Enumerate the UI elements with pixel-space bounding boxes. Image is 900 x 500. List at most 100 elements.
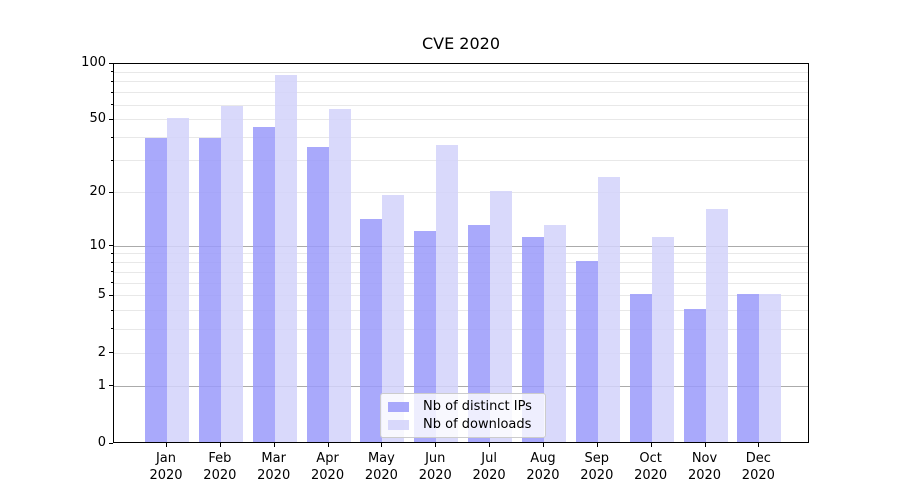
x-tick-mark (435, 443, 437, 447)
x-tick-label: Oct 2020 (634, 451, 668, 483)
y-minor-tick-mark (111, 252, 113, 254)
bar-downloads (436, 144, 459, 442)
y-tick-label: 20 (89, 184, 106, 200)
legend-swatch-distinct-ips (388, 401, 409, 412)
x-tick-label: Nov 2020 (687, 451, 722, 483)
bar-distinct-ips (521, 237, 544, 442)
legend-item-downloads: Nb of downloads (388, 417, 537, 432)
y-tick-label: 100 (81, 55, 106, 70)
y-minor-tick-mark (111, 80, 113, 82)
y-tick-label: 50 (89, 111, 106, 127)
minor-gridline (114, 71, 808, 73)
plot-area: Nb of distinct IPs Nb of downloads (113, 63, 809, 443)
x-tick-label: Jun 2020 (418, 451, 452, 483)
x-tick-label: Aug 2020 (526, 451, 560, 483)
x-tick-label: Apr 2020 (311, 451, 345, 483)
bar-distinct-ips (468, 224, 491, 442)
bar-distinct-ips (737, 294, 760, 442)
x-tick-label: Sep 2020 (580, 451, 614, 483)
y-tick-label: 1 (97, 377, 106, 393)
bar-downloads (274, 75, 297, 442)
y-minor-tick-mark (111, 309, 113, 311)
y-minor-tick-mark (111, 261, 113, 263)
minor-gridline (114, 262, 808, 264)
x-tick-mark (219, 443, 221, 447)
legend-swatch-downloads (388, 419, 409, 430)
x-tick-label: Jul 2020 (472, 451, 506, 483)
bar-downloads (328, 109, 351, 442)
legend-label-distinct-ips: Nb of distinct IPs (423, 399, 532, 414)
x-tick-mark (542, 443, 544, 447)
y-minor-tick-mark (111, 104, 113, 106)
minor-gridline (114, 310, 808, 312)
legend-label-downloads: Nb of downloads (423, 417, 532, 432)
major-gridline (114, 385, 808, 387)
bar-distinct-ips (198, 138, 221, 442)
bar-downloads (167, 118, 189, 442)
minor-gridline (114, 160, 808, 162)
x-tick-label: Dec 2020 (741, 451, 775, 483)
x-tick-label: Jan 2020 (149, 451, 183, 483)
y-tick-mark (109, 294, 113, 296)
y-minor-tick-mark (111, 282, 113, 284)
minor-gridline (114, 92, 808, 94)
y-tick-label: 2 (97, 344, 106, 360)
x-tick-label: May 2020 (364, 451, 398, 483)
x-tick-label: Mar 2020 (257, 451, 291, 483)
bar-distinct-ips (252, 126, 275, 442)
y-minor-tick-mark (111, 328, 113, 330)
bar-distinct-ips (306, 146, 329, 442)
bar-distinct-ips (629, 294, 652, 442)
bar-downloads (220, 106, 243, 442)
y-minor-tick-mark (111, 91, 113, 93)
y-minor-tick-mark (111, 136, 113, 138)
y-tick-mark (109, 442, 113, 444)
minor-gridline (114, 81, 808, 83)
minor-gridline (114, 271, 808, 273)
x-tick-mark (489, 443, 491, 447)
minor-gridline (114, 328, 808, 330)
y-tick-label: 10 (89, 237, 106, 253)
bar-downloads (543, 224, 566, 442)
x-tick-mark (381, 443, 383, 447)
major-gridline (114, 245, 808, 247)
x-tick-mark (704, 443, 706, 447)
minor-gridline (114, 352, 808, 354)
minor-gridline (114, 137, 808, 139)
y-tick-label: 0 (97, 435, 106, 450)
x-tick-mark (650, 443, 652, 447)
y-tick-mark (109, 352, 113, 354)
y-minor-tick-mark (111, 71, 113, 73)
x-tick-mark (596, 443, 598, 447)
minor-gridline (114, 295, 808, 297)
legend-item-distinct-ips: Nb of distinct IPs (388, 399, 537, 414)
y-minor-tick-mark (111, 159, 113, 161)
x-tick-label: Feb 2020 (203, 451, 237, 483)
bar-distinct-ips (414, 230, 437, 442)
x-tick-mark (273, 443, 275, 447)
legend: Nb of distinct IPs Nb of downloads (380, 393, 546, 438)
bar-distinct-ips (360, 219, 383, 442)
y-tick-mark (109, 385, 113, 387)
bar-downloads (382, 195, 405, 442)
chart-title: CVE 2020 (421, 34, 501, 53)
minor-gridline (114, 104, 808, 106)
x-tick-mark (166, 443, 167, 447)
y-minor-tick-mark (111, 271, 113, 273)
minor-gridline (114, 119, 808, 121)
bar-distinct-ips (145, 138, 167, 442)
bar-downloads (651, 237, 674, 442)
bar-downloads (759, 294, 782, 442)
bar-downloads (705, 208, 728, 442)
minor-gridline (114, 253, 808, 255)
minor-gridline (114, 192, 808, 194)
y-tick-mark (109, 191, 113, 193)
y-tick-mark (109, 62, 113, 64)
y-tick-mark (109, 245, 113, 247)
x-tick-mark (327, 443, 329, 447)
bar-downloads (597, 176, 620, 442)
y-tick-mark (109, 118, 113, 120)
minor-gridline (114, 282, 808, 284)
bar-distinct-ips (683, 309, 706, 442)
